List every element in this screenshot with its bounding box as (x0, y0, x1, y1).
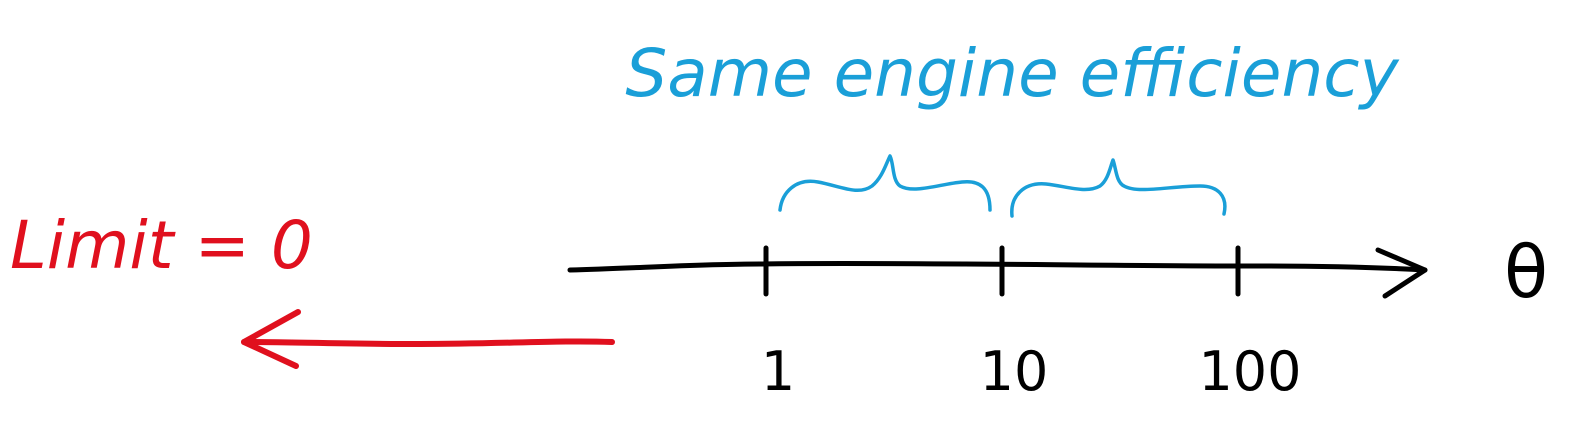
tick-group: 1 10 100 (761, 245, 1302, 403)
brace-10-to-100 (1010, 158, 1227, 218)
axis-arrowhead-icon (1375, 247, 1428, 299)
brace-1-to-10 (778, 154, 992, 212)
axis-label-theta: θ (1504, 230, 1548, 314)
limit-arrow-line (241, 338, 615, 348)
limit-label: Limit = 0 (10, 207, 313, 284)
tick-label-1: 1 (761, 340, 795, 403)
limit-arrowhead-icon (241, 309, 301, 369)
diagram-title: Same engine efficiency (625, 35, 1399, 112)
theta-axis-line (567, 260, 1428, 273)
tick-label-100: 100 (1198, 340, 1301, 403)
tick-label-10: 10 (980, 340, 1049, 403)
